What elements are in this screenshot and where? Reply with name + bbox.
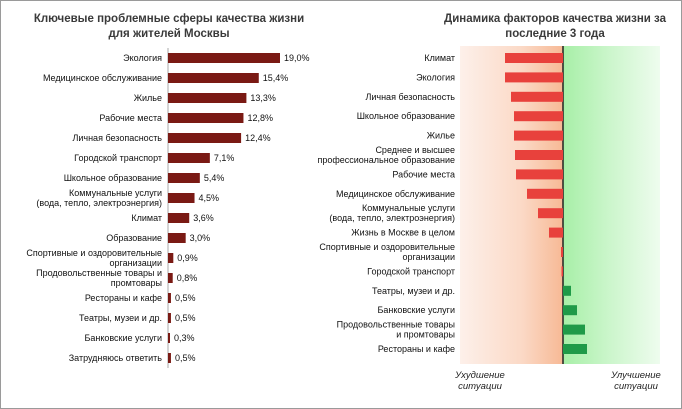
left-category-label-1: Медицинское обслуживание <box>43 73 162 83</box>
left-value-label-6: 5,4% <box>204 173 225 183</box>
left-value-label-1: 15,4% <box>263 73 289 83</box>
left-category-label-4: Личная безопасность <box>72 133 162 143</box>
right-bar-0 <box>505 53 563 63</box>
left-bar-13 <box>168 313 171 323</box>
left-bar-7 <box>168 193 195 203</box>
right-category-label-8-line2: (вода, тепло, электроэнергия) <box>329 213 455 223</box>
left-bar-2 <box>168 93 247 103</box>
left-value-label-15: 0,5% <box>175 353 196 363</box>
right-category-label-14-line2: и промтовары <box>396 330 455 340</box>
left-category-label-0: Экология <box>123 53 162 63</box>
right-category-label-4: Жилье <box>427 131 455 141</box>
right-bar-7 <box>527 188 563 199</box>
left-value-label-0: 19,0% <box>284 53 310 63</box>
right-category-label-9: Жизнь в Москве в целом <box>351 228 455 238</box>
right-category-label-10-line1: Спортивные и оздоровительные <box>319 242 455 252</box>
left-bar-1 <box>168 73 259 83</box>
left-bar-5 <box>168 153 210 163</box>
right-bar-1 <box>505 72 563 83</box>
left-category-label-11-line1: Продовольственные товары и <box>36 268 162 278</box>
right-category-label-13: Банковские услуги <box>377 305 455 315</box>
worsening-label-line2: ситуации <box>458 381 502 392</box>
left-category-label-9: Образование <box>106 233 162 243</box>
right-category-label-5-line2: профессиональное образование <box>317 155 455 165</box>
left-bar-3 <box>168 113 244 123</box>
left-category-label-7-line1: Коммунальные услуги <box>69 188 162 198</box>
right-category-label-0: Климат <box>424 53 455 63</box>
left-bar-12 <box>168 293 171 303</box>
right-bar-9 <box>549 227 563 238</box>
right-category-label-5-line1: Среднее и высшее <box>375 145 455 155</box>
left-bar-10 <box>168 253 174 263</box>
left-value-label-10: 0,9% <box>177 253 198 263</box>
left-category-label-11-line2: промтовары <box>111 278 162 288</box>
right-category-label-14-line1: Продовольственные товары <box>337 320 455 330</box>
left-category-label-5: Городской транспорт <box>74 153 162 163</box>
left-value-label-3: 12,8% <box>247 113 273 123</box>
right-bar-11 <box>561 266 563 277</box>
left-category-label-10-line1: Спортивные и оздоровительные <box>26 248 162 258</box>
improvement-label-line2: ситуации <box>614 381 658 392</box>
right-category-label-15: Рестораны и кафе <box>378 344 455 354</box>
left-bar-15 <box>168 353 171 363</box>
left-value-label-11: 0,8% <box>177 273 198 283</box>
left-value-label-8: 3,6% <box>193 213 214 223</box>
left-category-label-15: Затрудняюсь ответить <box>69 353 163 363</box>
right-category-label-11: Городской транспорт <box>367 266 455 276</box>
left-value-label-14: 0,3% <box>174 333 195 343</box>
left-category-label-12: Рестораны и кафе <box>85 293 162 303</box>
left-value-label-4: 12,4% <box>245 133 271 143</box>
right-category-label-8-line1: Коммунальные услуги <box>362 203 455 213</box>
right-bar-15 <box>563 344 587 354</box>
left-value-label-12: 0,5% <box>175 293 196 303</box>
left-category-label-8: Климат <box>131 213 162 223</box>
right-bar-4 <box>514 130 563 141</box>
right-bar-8 <box>538 208 563 219</box>
right-category-label-12: Театры, музеи и др. <box>372 286 455 296</box>
left-chart-title-line2: для жителей Москвы <box>108 28 229 40</box>
worsening-label-line1: Ухудшение <box>454 370 505 381</box>
left-value-label-7: 4,5% <box>199 193 220 203</box>
right-bar-13 <box>563 305 577 316</box>
right-bar-6 <box>516 169 563 180</box>
left-bar-4 <box>168 133 242 143</box>
left-category-label-14: Банковские услуги <box>84 333 162 343</box>
right-category-label-7: Медицинское обслуживание <box>336 189 455 199</box>
left-bar-0 <box>168 53 280 63</box>
left-value-label-13: 0,5% <box>175 313 196 323</box>
right-bar-14 <box>563 324 585 335</box>
left-category-label-2: Жилье <box>134 93 162 103</box>
left-bar-14 <box>168 333 170 343</box>
right-category-label-3: Школьное образование <box>357 111 455 121</box>
improvement-zone <box>563 46 660 364</box>
left-bar-8 <box>168 213 190 223</box>
right-chart-title-line2: последние 3 года <box>505 28 605 40</box>
right-bar-10 <box>561 247 563 257</box>
right-category-label-10-line2: организации <box>403 252 455 262</box>
right-category-label-1: Экология <box>416 72 455 82</box>
right-bar-12 <box>563 285 571 296</box>
right-bar-5 <box>515 150 563 160</box>
right-bar-2 <box>511 91 563 102</box>
left-category-label-13: Театры, музеи и др. <box>79 313 162 323</box>
left-category-label-7-line2: (вода, тепло, электроэнергия) <box>36 198 162 208</box>
left-chart-title-line1: Ключевые проблемные сферы качества жизни <box>34 13 304 25</box>
right-category-label-2: Личная безопасность <box>365 92 455 102</box>
left-category-label-6: Школьное образование <box>64 173 162 183</box>
left-bar-6 <box>168 173 200 183</box>
left-bar-9 <box>168 233 186 243</box>
left-category-label-3: Рабочие места <box>99 113 162 123</box>
right-chart-title-line1: Динамика факторов качества жизни за <box>444 13 667 25</box>
left-bar-11 <box>168 273 173 283</box>
right-bar-3 <box>514 111 563 122</box>
left-value-label-9: 3,0% <box>190 233 211 243</box>
left-value-label-5: 7,1% <box>214 153 235 163</box>
left-category-label-10-line2: организации <box>110 258 162 268</box>
right-category-label-6: Рабочие места <box>392 169 455 179</box>
improvement-label-line1: Улучшение <box>610 370 661 381</box>
left-value-label-2: 13,3% <box>250 93 276 103</box>
